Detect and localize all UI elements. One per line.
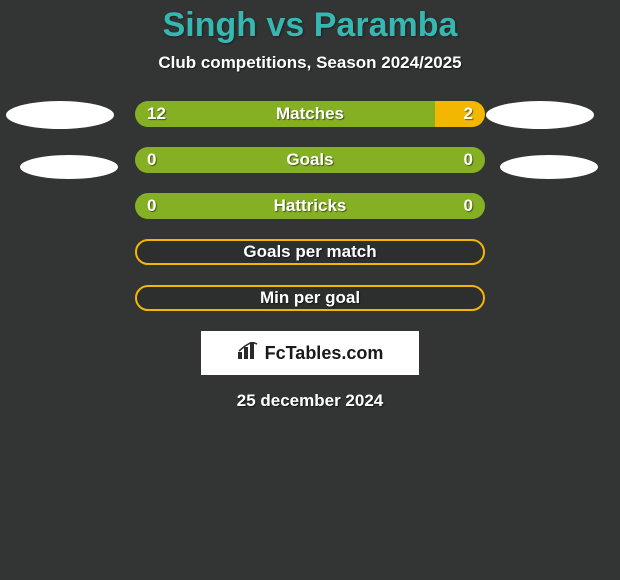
stat-row-goals: 0 0 Goals — [0, 147, 620, 173]
stat-bar-hattricks: 0 0 Hattricks — [135, 193, 485, 219]
source-logo-text: FcTables.com — [265, 343, 384, 364]
stat-value-left-goals: 0 — [147, 150, 156, 170]
stat-value-right-goals: 0 — [464, 150, 473, 170]
stat-value-left-matches: 12 — [147, 104, 166, 124]
stat-row-gpm: Goals per match — [0, 239, 620, 265]
stat-bar-gpm: Goals per match — [135, 239, 485, 265]
stat-bar-mpg: Min per goal — [135, 285, 485, 311]
stat-bar-goals: 0 0 Goals — [135, 147, 485, 173]
stat-label-hattricks: Hattricks — [274, 196, 347, 216]
stat-row-mpg: Min per goal — [0, 285, 620, 311]
stat-bar-right-matches — [435, 101, 485, 127]
source-logo: FcTables.com — [201, 331, 419, 375]
page-title: Singh vs Paramba — [0, 0, 620, 45]
stat-label-gpm: Goals per match — [243, 242, 376, 262]
stat-label-mpg: Min per goal — [260, 288, 360, 308]
stat-label-matches: Matches — [276, 104, 344, 124]
subtitle: Club competitions, Season 2024/2025 — [0, 53, 620, 73]
bar-chart-icon — [237, 342, 259, 365]
stat-value-left-hattricks: 0 — [147, 196, 156, 216]
stat-row-hattricks: 0 0 Hattricks — [0, 193, 620, 219]
stat-row-matches: 12 2 Matches — [0, 101, 620, 127]
stats-area: 12 2 Matches 0 0 Goals 0 0 Hattricks Goals per ma… — [0, 101, 620, 311]
stat-label-goals: Goals — [286, 150, 333, 170]
comparison-widget: Singh vs Paramba Club competitions, Seas… — [0, 0, 620, 580]
date-line: 25 december 2024 — [0, 391, 620, 411]
stat-value-right-hattricks: 0 — [464, 196, 473, 216]
stat-bar-matches: 12 2 Matches — [135, 101, 485, 127]
stat-value-right-matches: 2 — [464, 104, 473, 124]
